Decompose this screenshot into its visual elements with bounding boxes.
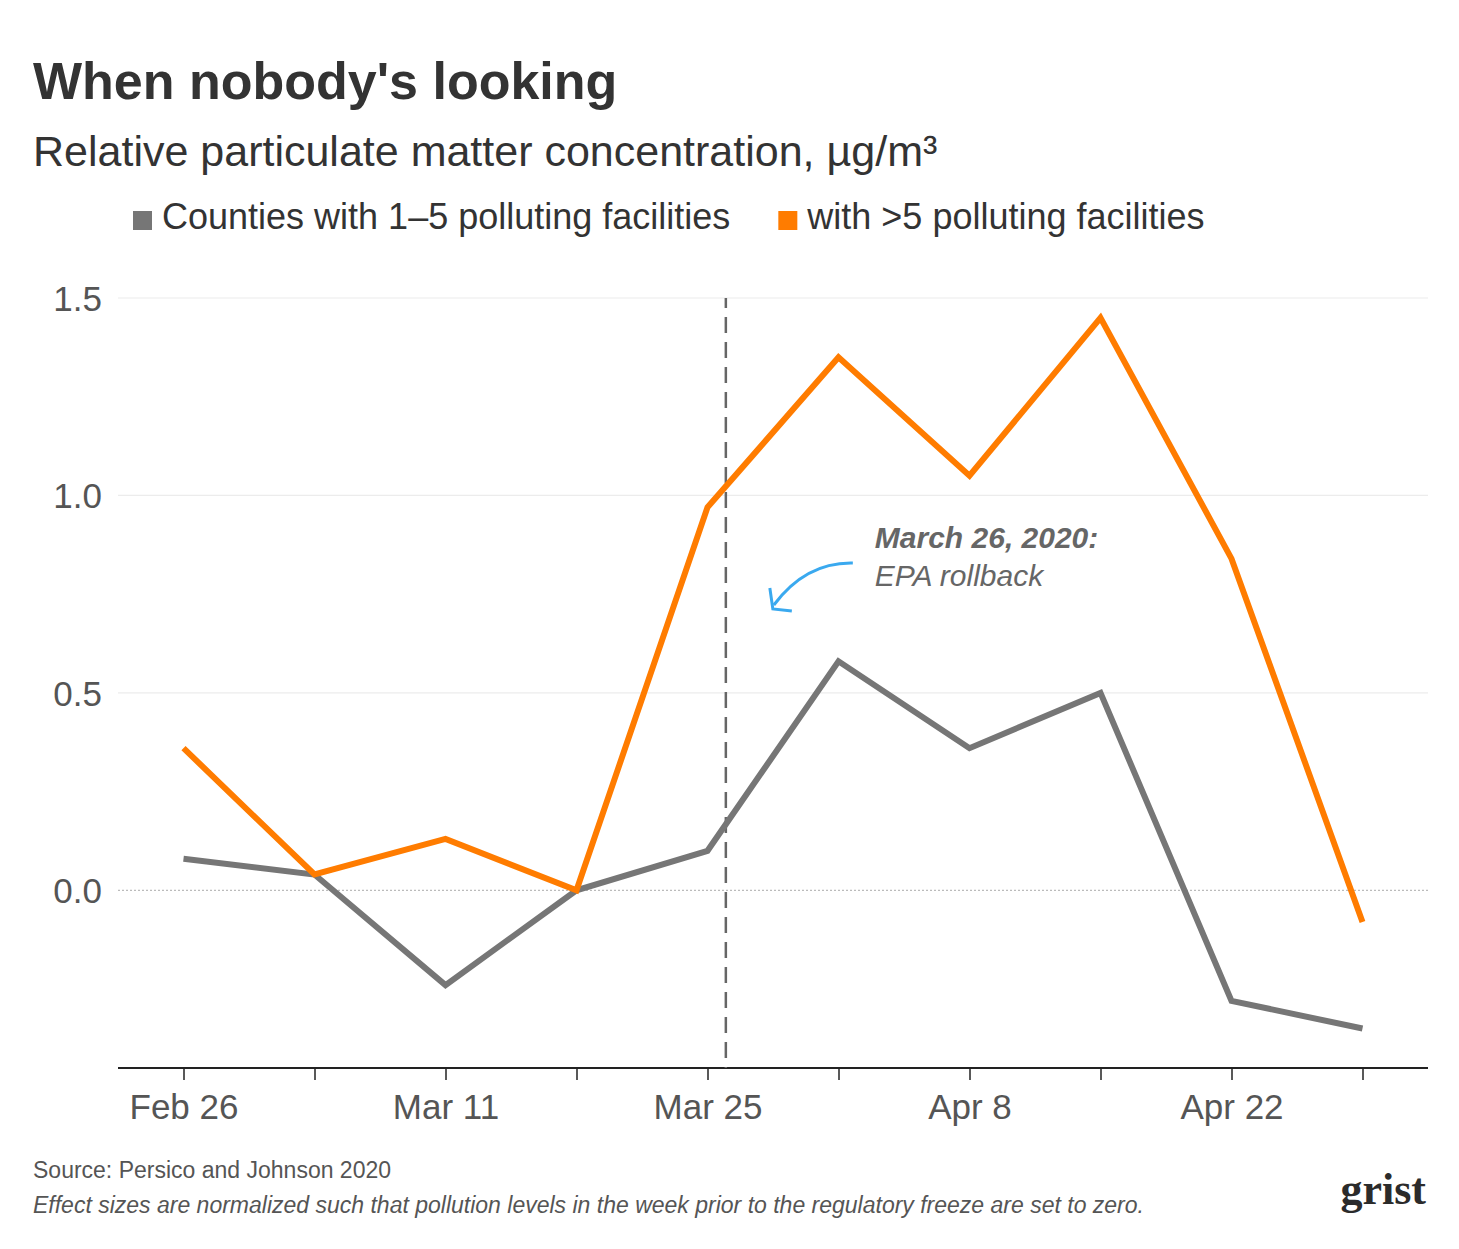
logo: grist — [1340, 1165, 1426, 1214]
y-tick: 0.5 — [53, 674, 102, 713]
x-tick — [839, 1068, 840, 1080]
x-tick-label: Apr 22 — [1180, 1087, 1283, 1126]
x-tick: Mar 25 — [654, 1068, 763, 1126]
annotation-text: EPA rollback — [875, 559, 1045, 592]
legend-swatch — [133, 211, 152, 230]
legend-label: Counties with 1–5 polluting facilities — [162, 196, 730, 237]
chart: When nobody's looking Relative particulat… — [0, 0, 1459, 1249]
y-tick: 1.0 — [53, 476, 102, 515]
y-tick-label: 1.5 — [53, 279, 102, 318]
grid — [118, 298, 1428, 890]
x-tick-mark — [183, 1068, 185, 1080]
x-tick-mark — [445, 1068, 447, 1080]
annotation: March 26, 2020: EPA rollback — [770, 521, 1098, 611]
y-tick-label: 0.5 — [53, 674, 102, 713]
zero-line — [118, 890, 1428, 891]
x-tick: Apr 22 — [1180, 1068, 1283, 1126]
y-tick: 0.0 — [53, 871, 102, 910]
note: Effect sizes are normalized such that po… — [33, 1192, 1144, 1218]
annotation-label: March 26, 2020: — [875, 521, 1098, 554]
x-tick — [577, 1068, 578, 1080]
x-tick-label: Mar 25 — [654, 1087, 763, 1126]
annotation-lines — [725, 298, 726, 1068]
x-tick — [1101, 1068, 1102, 1080]
grid-line — [118, 692, 1428, 693]
legend-swatch — [778, 211, 797, 230]
source: Source: Persico and Johnson 2020 — [33, 1157, 391, 1183]
x-tick-mark — [576, 1068, 578, 1080]
x-tick-mark — [1100, 1068, 1102, 1080]
annotation-arrowhead — [770, 588, 792, 611]
x-tick: Feb 26 — [130, 1068, 239, 1126]
x-axis: Feb 26 Mar 11 Mar 25 Apr 8 Apr 22 — [118, 1068, 1428, 1126]
x-tick — [315, 1068, 316, 1080]
y-axis-line — [102, 299, 103, 1069]
x-tick-label: Mar 11 — [393, 1087, 499, 1126]
y-tick-label: 1.0 — [53, 476, 102, 515]
title: When nobody's looking — [33, 52, 617, 110]
series — [184, 318, 1363, 1029]
y-tick: 1.5 — [53, 279, 102, 318]
annotation-arrow — [774, 563, 853, 605]
legend: Counties with 1–5 polluting facilities wi… — [133, 196, 1205, 237]
x-tick-mark — [1362, 1068, 1364, 1080]
y-axis: 0.0 0.5 1.0 1.5 — [53, 279, 102, 1069]
x-tick-mark — [1231, 1068, 1233, 1080]
y-tick-label: 0.0 — [53, 871, 102, 910]
x-tick-label: Apr 8 — [928, 1087, 1012, 1126]
series-line — [184, 661, 1363, 1028]
x-tick-mark — [707, 1068, 709, 1080]
x-tick-mark — [969, 1068, 971, 1080]
annotation-line — [725, 298, 728, 1068]
x-tick — [1363, 1068, 1364, 1080]
x-tick-mark — [838, 1068, 840, 1080]
x-tick: Apr 8 — [928, 1068, 1012, 1126]
grid-line — [118, 495, 1428, 496]
x-tick-mark — [314, 1068, 316, 1080]
x-tick: Mar 11 — [393, 1068, 499, 1126]
subtitle: Relative particulate matter concentratio… — [33, 127, 937, 175]
series-line — [184, 318, 1363, 922]
legend-label: with >5 polluting facilities — [806, 196, 1204, 237]
x-tick-label: Feb 26 — [130, 1087, 239, 1126]
grid-line — [118, 297, 1428, 298]
